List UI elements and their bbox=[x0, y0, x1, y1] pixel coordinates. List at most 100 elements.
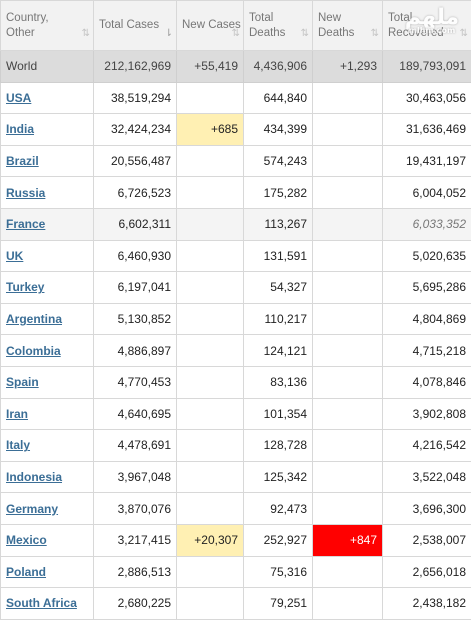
total-cases-cell: 6,197,041 bbox=[94, 272, 177, 304]
total-recovered-cell: 2,538,007 bbox=[383, 524, 471, 556]
new-cases-cell bbox=[177, 366, 244, 398]
total-deaths-cell: 252,927 bbox=[244, 524, 313, 556]
header-row: Country, Other⇅ Total Cases⇂ New Cases⇅ … bbox=[1, 1, 471, 51]
country-link[interactable]: Argentina bbox=[6, 312, 62, 326]
total-deaths-cell: 101,354 bbox=[244, 398, 313, 430]
country-cell: Argentina bbox=[1, 303, 94, 335]
country-cell: USA bbox=[1, 82, 94, 114]
total-recovered-cell: 19,431,197 bbox=[383, 145, 471, 177]
header-total-recovered[interactable]: Total Recovered ⇅ bbox=[383, 1, 471, 51]
country-cell: India bbox=[1, 114, 94, 146]
new-cases-cell bbox=[177, 335, 244, 367]
total-recovered-cell: 30,463,056 bbox=[383, 82, 471, 114]
total-cases-cell: 20,556,487 bbox=[94, 145, 177, 177]
total-deaths-cell: 54,327 bbox=[244, 272, 313, 304]
total-cases-cell: 2,886,513 bbox=[94, 556, 177, 588]
total-recovered-cell: 6,033,352 bbox=[383, 208, 471, 240]
header-country-label: Country, Other bbox=[6, 11, 68, 41]
country-link[interactable]: Mexico bbox=[6, 533, 47, 547]
total-recovered-cell: 4,804,869 bbox=[383, 303, 471, 335]
new-deaths-cell bbox=[313, 177, 383, 209]
total-cases-cell: 4,478,691 bbox=[94, 430, 177, 462]
country-link[interactable]: UK bbox=[6, 249, 23, 263]
total-deaths-cell: 434,399 bbox=[244, 114, 313, 146]
total-cases-cell: 6,460,930 bbox=[94, 240, 177, 272]
country-link[interactable]: USA bbox=[6, 91, 31, 105]
header-total-cases-label: Total Cases bbox=[99, 18, 161, 33]
country-link[interactable]: Iran bbox=[6, 407, 28, 421]
country-cell: Germany bbox=[1, 493, 94, 525]
country-link[interactable]: Spain bbox=[6, 375, 39, 389]
new-deaths-cell: +847 bbox=[313, 524, 383, 556]
country-link[interactable]: Russia bbox=[6, 186, 45, 200]
country-cell: Brazil bbox=[1, 145, 94, 177]
total-deaths-cell: 644,840 bbox=[244, 82, 313, 114]
country-link[interactable]: India bbox=[6, 122, 34, 136]
world-label: World bbox=[1, 51, 94, 83]
header-total-recovered-label: Total Recovered bbox=[388, 11, 450, 41]
country-link[interactable]: Brazil bbox=[6, 154, 39, 168]
country-cell: Spain bbox=[1, 366, 94, 398]
total-deaths-cell: 131,591 bbox=[244, 240, 313, 272]
new-cases-cell bbox=[177, 272, 244, 304]
new-deaths-cell bbox=[313, 588, 383, 620]
world-new-deaths: +1,293 bbox=[313, 51, 383, 83]
sort-icon: ⇅ bbox=[460, 26, 467, 41]
total-cases-cell: 38,519,294 bbox=[94, 82, 177, 114]
new-cases-cell bbox=[177, 430, 244, 462]
total-cases-cell: 3,967,048 bbox=[94, 461, 177, 493]
country-link[interactable]: Italy bbox=[6, 438, 30, 452]
world-total-recovered: 189,793,091 bbox=[383, 51, 471, 83]
country-cell: Turkey bbox=[1, 272, 94, 304]
header-total-cases[interactable]: Total Cases ⇂ bbox=[94, 1, 177, 51]
total-deaths-cell: 175,282 bbox=[244, 177, 313, 209]
new-cases-cell bbox=[177, 398, 244, 430]
total-deaths-cell: 574,243 bbox=[244, 145, 313, 177]
header-total-deaths[interactable]: Total Deaths⇅ bbox=[244, 1, 313, 51]
total-deaths-cell: 113,267 bbox=[244, 208, 313, 240]
country-link[interactable]: Poland bbox=[6, 565, 46, 579]
country-link[interactable]: Indonesia bbox=[6, 470, 62, 484]
header-country[interactable]: Country, Other⇅ bbox=[1, 1, 94, 51]
country-cell: UK bbox=[1, 240, 94, 272]
total-deaths-cell: 128,728 bbox=[244, 430, 313, 462]
country-cell: Colombia bbox=[1, 335, 94, 367]
total-cases-cell: 3,217,415 bbox=[94, 524, 177, 556]
sort-icon: ⇅ bbox=[232, 26, 239, 41]
new-deaths-cell bbox=[313, 461, 383, 493]
total-cases-cell: 4,886,897 bbox=[94, 335, 177, 367]
total-cases-cell: 4,770,453 bbox=[94, 366, 177, 398]
country-cell: Indonesia bbox=[1, 461, 94, 493]
new-deaths-cell bbox=[313, 240, 383, 272]
sort-descending-icon: ⇂ bbox=[165, 26, 172, 41]
total-deaths-cell: 83,136 bbox=[244, 366, 313, 398]
country-link[interactable]: Turkey bbox=[6, 280, 44, 294]
country-link[interactable]: Germany bbox=[6, 502, 58, 516]
total-recovered-cell: 5,020,635 bbox=[383, 240, 471, 272]
table-body: World 212,162,969 +55,419 4,436,906 +1,2… bbox=[1, 51, 471, 620]
new-deaths-cell bbox=[313, 366, 383, 398]
new-deaths-cell bbox=[313, 114, 383, 146]
country-link[interactable]: Colombia bbox=[6, 344, 61, 358]
table-row: UK 6,460,930 131,591 5,020,635 bbox=[1, 240, 471, 272]
total-cases-cell: 2,680,225 bbox=[94, 588, 177, 620]
new-cases-cell bbox=[177, 556, 244, 588]
sort-icon: ⇅ bbox=[301, 26, 308, 41]
country-link[interactable]: France bbox=[6, 217, 45, 231]
country-cell: France bbox=[1, 208, 94, 240]
world-total-deaths: 4,436,906 bbox=[244, 51, 313, 83]
total-cases-cell: 5,130,852 bbox=[94, 303, 177, 335]
header-new-cases[interactable]: New Cases⇅ bbox=[177, 1, 244, 51]
header-new-deaths[interactable]: New Deaths⇅ bbox=[313, 1, 383, 51]
new-cases-cell bbox=[177, 588, 244, 620]
country-link[interactable]: South Africa bbox=[6, 596, 77, 610]
new-deaths-cell bbox=[313, 430, 383, 462]
